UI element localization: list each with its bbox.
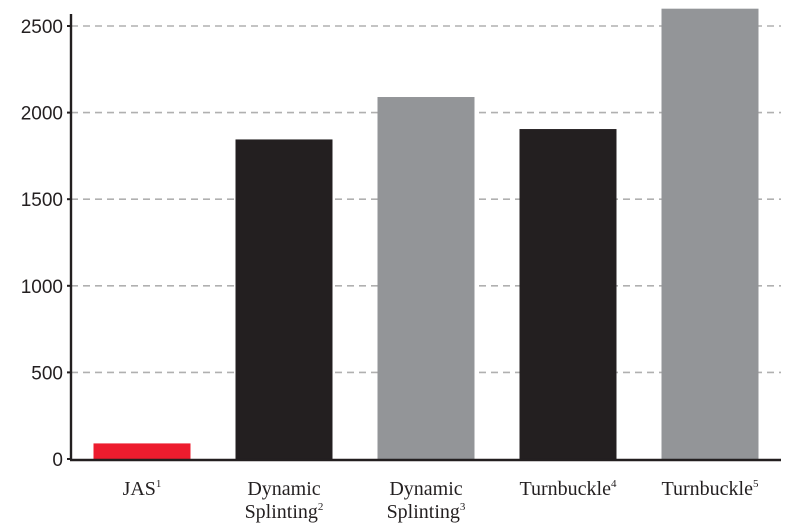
- x-category-label-superscript: 1: [156, 478, 162, 490]
- x-category-label-text: JAS: [123, 478, 156, 500]
- x-category-label-text: Splinting: [245, 501, 318, 523]
- x-category-label: Turnbuckle4: [520, 478, 617, 500]
- x-category-labels: JAS1 DynamicSplinting2DynamicSplinting3Tu…: [123, 478, 759, 523]
- bar: [661, 8, 759, 460]
- x-category-label-text: Turnbuckle: [520, 478, 612, 500]
- y-tick-label: 0: [52, 450, 63, 471]
- x-category-label-text: Dynamic: [389, 478, 462, 500]
- x-category-label-superscript: 2: [318, 501, 324, 513]
- y-tick-label: 2500: [21, 17, 63, 38]
- y-tick-label: 2000: [21, 104, 63, 125]
- x-category-label: Turnbuckle5: [662, 478, 759, 500]
- x-category-label-text: Dynamic: [247, 478, 320, 500]
- y-tick-label: 1500: [21, 190, 63, 211]
- bar: [93, 443, 191, 459]
- x-category-label: Splinting3: [387, 501, 466, 523]
- x-category-label: Dynamic: [389, 478, 462, 500]
- y-tick-labels: 0 500 1000 1500 2000 2500: [21, 17, 63, 471]
- bar: [377, 97, 475, 460]
- x-category-label-superscript: 4: [611, 478, 617, 490]
- x-category-label: JAS1: [123, 478, 162, 500]
- bar: [519, 129, 617, 459]
- bar: [235, 139, 333, 460]
- x-category-label-superscript: 3: [460, 501, 466, 513]
- x-category-label: Dynamic: [247, 478, 320, 500]
- x-category-label-text: Turnbuckle: [662, 478, 754, 500]
- x-category-label: Splinting2: [245, 501, 324, 523]
- x-category-label-superscript: 5: [753, 478, 759, 490]
- bars: [93, 8, 759, 460]
- y-tick-label: 500: [31, 363, 63, 384]
- y-tick-label: 1000: [21, 277, 63, 298]
- axes: [67, 14, 781, 462]
- x-category-label-text: Splinting: [387, 501, 460, 523]
